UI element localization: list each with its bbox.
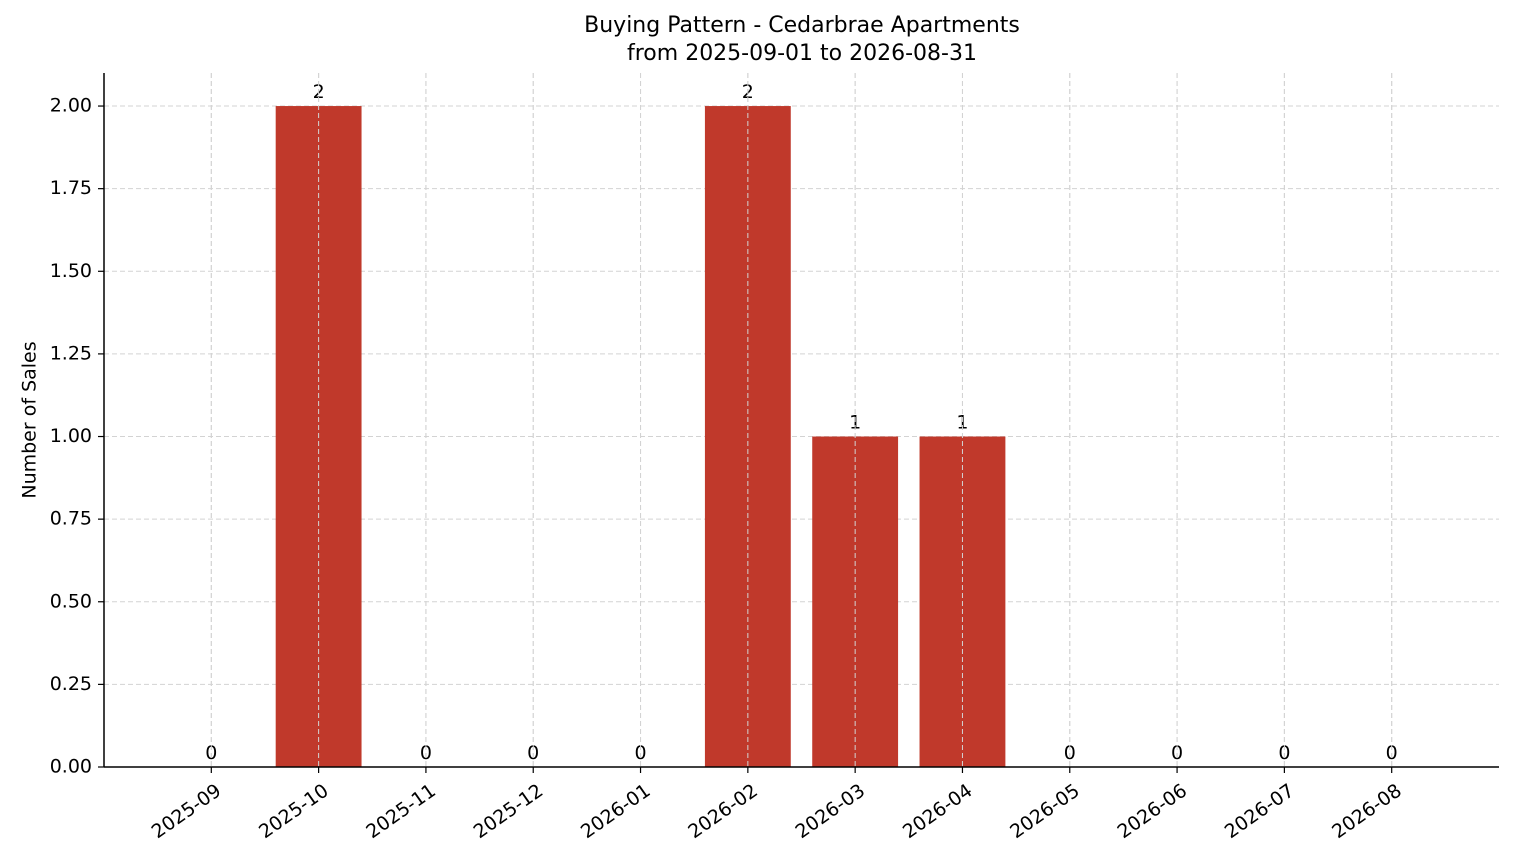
value-label: 1 [849,412,861,434]
chart-title: Buying Pattern - Cedarbrae Apartments [584,13,1020,38]
y-tick-label: 1.50 [50,260,92,282]
x-tick-label: 2026-03 [792,780,870,844]
x-tick-label: 2026-02 [684,780,762,844]
x-tick-label: 2026-04 [899,780,977,844]
x-tick-label: 2026-07 [1221,780,1299,844]
chart-subtitle: from 2025-09-01 to 2026-08-31 [627,41,977,66]
y-tick-label: 2.00 [50,95,92,117]
x-tick-label: 2026-08 [1328,780,1406,844]
x-tick-label: 2026-01 [577,780,655,844]
x-tick-label: 2025-12 [470,780,548,844]
y-tick-label: 1.75 [50,177,92,199]
y-tick-label: 0.25 [50,673,92,695]
value-label: 1 [956,412,968,434]
x-tick-label: 2025-09 [148,780,226,844]
y-tick-label: 1.00 [50,425,92,447]
y-tick-label: 0.75 [50,508,92,530]
y-tick-label: 1.25 [50,342,92,364]
x-tick-label: 2026-06 [1113,780,1191,844]
x-tick-label: 2026-05 [1006,780,1084,844]
y-tick-label: 0.00 [50,756,92,778]
x-tick-label: 2025-10 [255,780,333,844]
y-axis-label: Number of Sales [19,341,41,498]
y-tick-label: 0.50 [50,590,92,612]
x-tick-label: 2025-11 [362,780,440,844]
